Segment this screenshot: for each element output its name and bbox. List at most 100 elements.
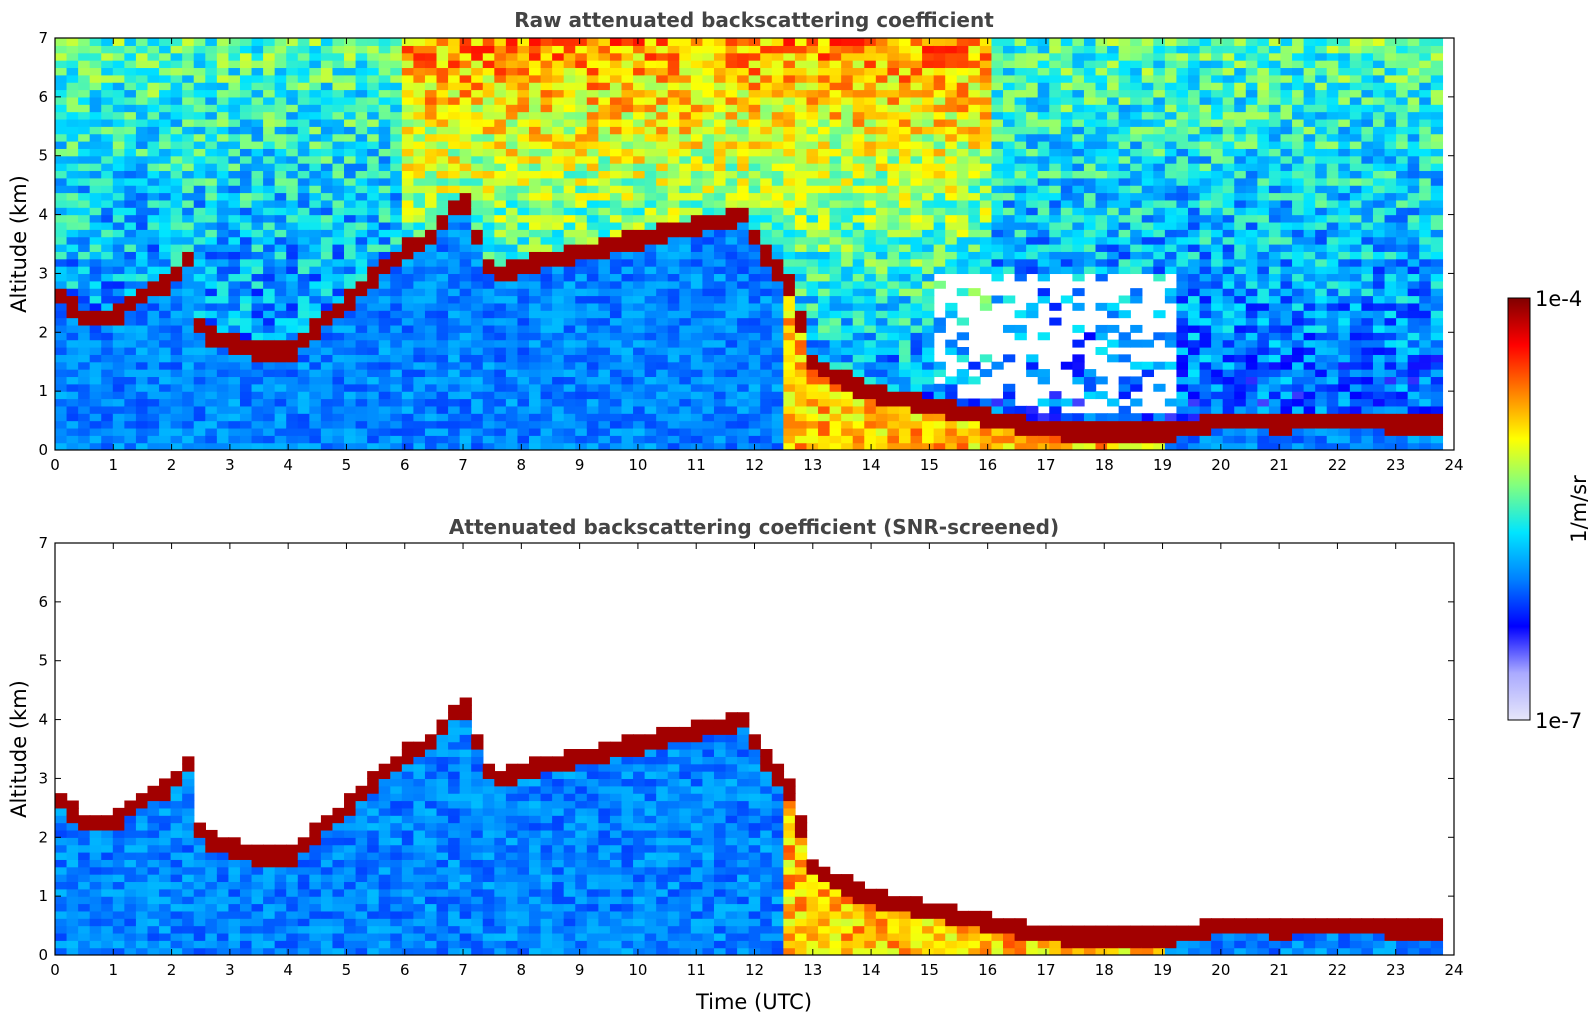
heatmap-cell (216, 141, 230, 149)
heatmap-cell (193, 302, 206, 311)
heatmap-cell (459, 45, 472, 54)
heatmap-cell (159, 133, 172, 142)
heatmap-cell (378, 207, 391, 216)
heatmap-cell (297, 427, 311, 436)
heatmap-cell (679, 251, 692, 260)
heatmap-cell (852, 442, 865, 450)
heatmap-cell (1014, 45, 1027, 54)
heatmap-cell (1107, 214, 1120, 223)
heatmap-cell (413, 317, 426, 326)
heatmap-cell (1060, 118, 1074, 127)
heatmap-cell (159, 111, 172, 120)
heatmap-cell (875, 214, 889, 223)
heatmap-cell (274, 111, 287, 120)
heatmap-cell (159, 229, 172, 238)
heatmap-cell (332, 155, 345, 164)
heatmap-cell (841, 295, 854, 304)
heatmap-cell (135, 185, 149, 194)
heatmap-cell (1095, 185, 1108, 194)
heatmap-cell (320, 141, 334, 149)
heatmap-cell (459, 141, 472, 149)
heatmap-cell (702, 82, 715, 91)
heatmap-cell (78, 258, 91, 267)
heatmap-cell (193, 170, 206, 179)
heatmap-cell (783, 324, 796, 333)
heatmap-cell (783, 251, 796, 260)
heatmap-cell (101, 273, 114, 282)
heatmap-cell (1107, 60, 1120, 69)
heatmap-cell (320, 369, 334, 378)
heatmap-cell (482, 251, 496, 260)
heatmap-cell (1014, 229, 1027, 238)
heatmap-cell (55, 420, 68, 429)
heatmap-cell (644, 214, 657, 223)
heatmap-cell (1026, 126, 1039, 135)
heatmap-cell (193, 435, 206, 444)
heatmap-cell (1037, 177, 1050, 186)
heatmap-cell (228, 280, 241, 289)
heatmap-cell (205, 376, 218, 385)
heatmap-cell (297, 354, 311, 363)
heatmap-cell (563, 96, 576, 105)
heatmap-cell (390, 288, 403, 297)
heatmap-cell (1072, 185, 1085, 194)
heatmap-cell (922, 376, 935, 385)
heatmap-cell (575, 192, 588, 201)
heatmap-cell (898, 405, 912, 414)
heatmap-cell (344, 361, 357, 370)
heatmap-cell (725, 207, 738, 216)
heatmap-cell (505, 111, 519, 120)
heatmap-cell (182, 133, 195, 142)
heatmap-cell (135, 288, 149, 297)
heatmap-cell (771, 133, 785, 142)
heatmap-cell (586, 60, 600, 69)
heatmap-cell (563, 273, 576, 282)
heatmap-cell (586, 258, 600, 267)
heatmap-cell (378, 229, 391, 238)
heatmap-cell (239, 376, 253, 385)
heatmap-cell (563, 207, 576, 216)
heatmap-cell (286, 52, 299, 61)
heatmap-cell (818, 155, 831, 164)
heatmap-cell (1060, 96, 1074, 105)
heatmap-cell (205, 391, 218, 400)
heatmap-cell (228, 170, 241, 179)
heatmap-cell (505, 96, 519, 105)
heatmap-cell (829, 317, 842, 326)
heatmap-cell (205, 199, 218, 208)
heatmap-cell (424, 266, 438, 275)
heatmap-cell (656, 288, 669, 297)
heatmap-cell (1037, 332, 1050, 341)
heatmap-cell (1003, 104, 1016, 113)
heatmap-cell (933, 413, 946, 422)
heatmap-cell (309, 111, 322, 120)
heatmap-cell (367, 74, 380, 83)
heatmap-cell (471, 192, 484, 201)
heatmap-cell (1060, 192, 1074, 201)
heatmap-cell (794, 207, 808, 216)
heatmap-cell (725, 236, 738, 245)
heatmap-cell (320, 89, 334, 98)
heatmap-cell (263, 118, 276, 127)
heatmap-cell (101, 317, 114, 326)
heatmap-cell (956, 185, 970, 194)
heatmap-cell (344, 177, 357, 186)
heatmap-cell (147, 332, 160, 341)
heatmap-cell (968, 148, 981, 157)
heatmap-cell (66, 244, 79, 252)
heatmap-cell (320, 192, 334, 201)
heatmap-cell (1095, 52, 1108, 61)
heatmap-cell (1072, 89, 1085, 98)
heatmap-cell (1118, 266, 1131, 275)
heatmap-cell (390, 251, 403, 260)
heatmap-cell (170, 361, 183, 370)
heatmap-cell (737, 214, 750, 223)
heatmap-cell (1095, 332, 1108, 341)
heatmap-cell (1083, 214, 1097, 223)
heatmap-cell (702, 38, 715, 46)
heatmap-cell (864, 258, 877, 267)
heatmap-cell (320, 361, 334, 370)
heatmap-cell (251, 258, 264, 267)
heatmap-cell (355, 60, 368, 69)
heatmap-cell (1083, 369, 1097, 378)
